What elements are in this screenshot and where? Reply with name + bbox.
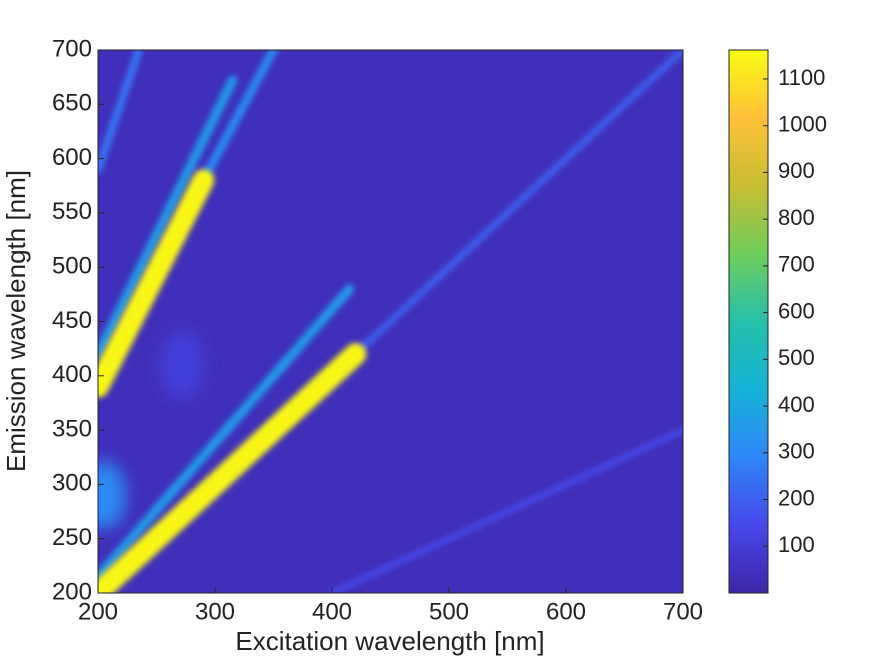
heatmap-streak xyxy=(351,50,683,358)
x-tick-label: 400 xyxy=(312,598,352,625)
y-tick-label: 250 xyxy=(52,524,92,551)
colorbar-tick-label: 1100 xyxy=(778,65,825,90)
heatmap-streak xyxy=(328,426,683,593)
x-tick-label: 600 xyxy=(546,598,586,625)
colorbar-tick-label: 200 xyxy=(778,485,815,510)
heatmap-streak xyxy=(98,169,215,398)
y-tick-label: 400 xyxy=(52,361,92,388)
y-tick-label: 600 xyxy=(52,144,92,171)
colorbar-tick-label: 800 xyxy=(778,205,815,230)
heatmap-streak xyxy=(98,343,367,593)
plot-area xyxy=(98,50,683,593)
x-tick-label: 700 xyxy=(663,598,703,625)
heatmap-streak xyxy=(98,284,355,582)
y-tick-label: 650 xyxy=(52,90,92,117)
colorbar-tick-label: 700 xyxy=(778,252,815,277)
colorbar-tick-label: 900 xyxy=(778,158,815,183)
colorbar-tick-label: 500 xyxy=(778,345,815,370)
x-axis-label: Excitation wavelength [nm] xyxy=(235,626,544,656)
heatmap-streak xyxy=(98,50,143,174)
heatmap-spot xyxy=(98,461,126,530)
y-tick-label: 300 xyxy=(52,470,92,497)
y-tick-label: 450 xyxy=(52,307,92,334)
colorbar xyxy=(728,49,769,594)
colorbar-tick-label: 300 xyxy=(778,439,815,464)
colorbar-tick-label: 1000 xyxy=(778,112,827,137)
y-tick-label: 200 xyxy=(52,578,92,605)
heatmap-spot xyxy=(160,330,205,399)
heatmap-streak xyxy=(198,50,278,185)
y-tick-label: 550 xyxy=(52,198,92,225)
colorbar-tick-label: 100 xyxy=(778,532,815,557)
x-tick-label: 200 xyxy=(78,598,118,625)
y-tick-label: 350 xyxy=(52,415,92,442)
y-tick-label: 700 xyxy=(52,35,92,62)
y-axis-label: Emission wavelength [nm] xyxy=(1,170,31,472)
x-tick-label: 500 xyxy=(429,598,469,625)
colorbar-tick-label: 400 xyxy=(778,392,815,417)
heatmap-streak xyxy=(98,75,238,359)
y-tick-label: 500 xyxy=(52,253,92,280)
x-tick-label: 300 xyxy=(195,598,235,625)
colorbar-tick-label: 600 xyxy=(778,298,815,323)
